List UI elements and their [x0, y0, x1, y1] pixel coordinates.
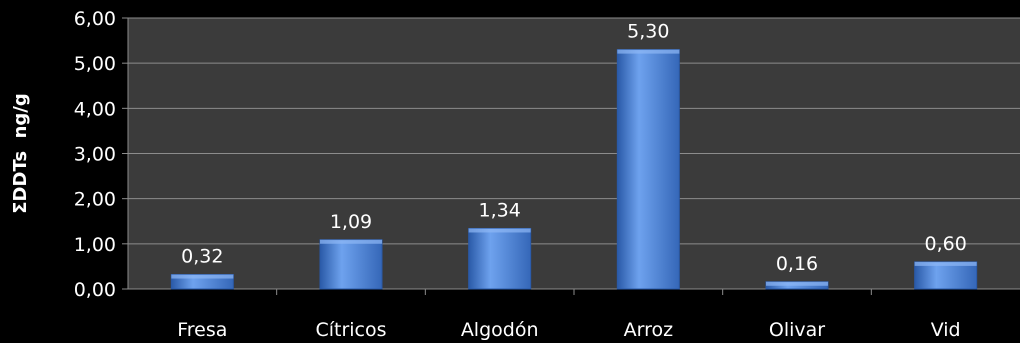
x-tick-label: Vid	[931, 319, 961, 341]
x-tick-label: Arroz	[624, 319, 673, 341]
data-label: 5,30	[627, 21, 669, 43]
data-label: 0,60	[925, 233, 967, 255]
y-tick-label: 5,00	[74, 53, 116, 75]
bar-cap	[914, 261, 977, 266]
y-tick-label: 6,00	[74, 8, 116, 30]
bar-cap	[766, 281, 828, 286]
bar-cítricos	[319, 239, 383, 290]
bar-arroz	[616, 49, 680, 290]
bar-algodón	[468, 227, 532, 290]
x-tick-label: Olivar	[769, 319, 825, 341]
x-axis-ticks: Fresa Cítricos Algodón Arroz Olivar Vid	[177, 289, 961, 341]
bars	[170, 49, 978, 290]
y-tick-label: 4,00	[74, 98, 116, 120]
bar-cap	[320, 239, 382, 244]
bar-cap	[468, 228, 531, 233]
y-axis-title: ΣDDTs ng/g	[10, 93, 31, 213]
y-tick-label: 1,00	[74, 234, 116, 256]
data-label: 0,16	[776, 253, 818, 275]
bar-cap	[617, 49, 680, 54]
data-labels: 0,32 1,09 1,34 5,30 0,16 0,60	[181, 21, 967, 275]
y-axis-ticks: 0,00 1,00 2,00 3,00 4,00 5,00 6,00	[74, 8, 128, 301]
data-label: 1,34	[479, 199, 521, 221]
data-label: 1,09	[330, 211, 372, 233]
y-tick-label: 2,00	[74, 189, 116, 211]
y-tick-label: 3,00	[74, 144, 116, 166]
x-tick-label: Cítricos	[315, 319, 386, 341]
bar-cap	[171, 274, 234, 279]
x-tick-label: Fresa	[177, 319, 227, 341]
y-tick-label: 0,00	[74, 279, 116, 301]
data-label: 0,32	[181, 246, 223, 268]
x-tick-label: Algodón	[461, 319, 539, 341]
bar-vid	[914, 261, 978, 290]
